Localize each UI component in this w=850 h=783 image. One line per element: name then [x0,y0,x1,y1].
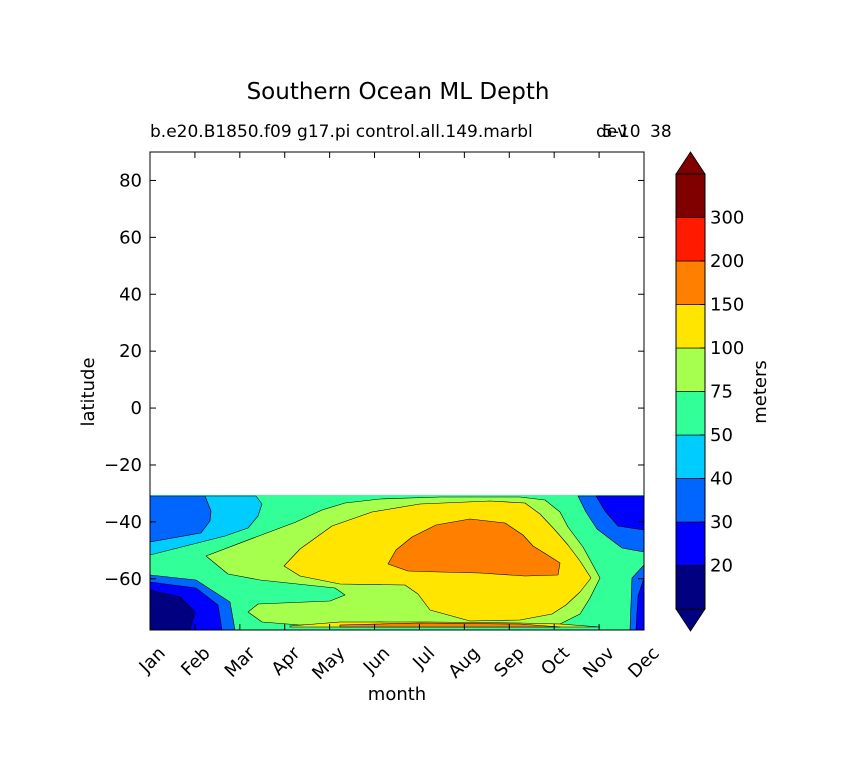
y-tick-label-0: 0 [131,398,142,419]
colorbar-tick-label-20: 20 [710,556,733,577]
y-tick-labels: 80 60 40 20 0 −20 −40 −60 [104,170,142,589]
colorbar-tick-label-150: 150 [710,295,744,316]
colorbar-tick-label-200: 200 [710,251,744,272]
colorbar-tick-label-50: 50 [710,425,733,446]
colorbar-swatch-4 [675,391,706,436]
y-tick-label--60: −60 [104,569,142,590]
x-tick-label-nov: Nov [579,643,619,683]
x-tick-labels: Jan Feb Mar Apr May Jun Jul Aug Sep Oct Nov Dec [135,642,664,684]
y-tick-label-40: 40 [119,284,142,305]
x-tick-label-dec: Dec [624,643,663,682]
x-tick-label-feb: Feb [177,643,214,680]
colorbar-swatch-1 [675,521,706,566]
contour-band-below-20 [150,589,196,630]
colorbar-swatch-6 [675,304,706,349]
y-tick-label-60: 60 [119,227,142,248]
colorbar-tick-label-300: 300 [710,208,744,229]
colorbar-swatch-0 [675,565,706,610]
x-tick-label-jan: Jan [135,643,170,678]
x-tick-label-aug: Aug [444,643,484,683]
colorbar-tick-label-40: 40 [710,469,733,490]
contour-band-20-30 [595,495,644,531]
axis-ticks [149,152,645,630]
x-tick-label-sep: Sep [490,643,529,682]
colorbar-swatch-3 [675,434,706,479]
contour-field [150,495,644,630]
colorbar-label: meters [750,360,771,424]
chart-title: Southern Ocean ML Depth [247,79,550,105]
plot-area [149,151,645,631]
chart-subtitle-left: b.e20.B1850.f09 g17.pi control.all.149.m… [150,122,533,142]
colorbar: 20 30 40 50 75 100 150 200 300 [675,151,744,632]
x-tick-label-apr: Apr [268,642,305,679]
colorbar-extend-max [675,151,706,175]
colorbar-swatch-8 [675,217,706,262]
colorbar-tick-label-75: 75 [710,382,733,403]
y-tick-label-20: 20 [119,341,142,362]
contour-band-150-200 [339,518,561,628]
chart-subtitle-right-c: 38 [650,122,672,142]
x-tick-label-oct: Oct [537,643,574,680]
x-tick-label-jun: Jun [359,643,394,678]
chart-subtitle-right-b: dev [596,122,627,142]
contour-band-20-30-bottom-right [635,577,644,630]
colorbar-swatch-2 [675,478,706,523]
colorbar-swatch-7 [675,260,706,305]
colorbar-swatch-9 [675,173,706,218]
colorbar-extend-min [675,608,706,632]
chart-subtitle-right-a: 5-10 [602,122,641,142]
x-tick-label-may: May [308,643,349,684]
x-axis-label: month [368,684,426,705]
colorbar-swatch-5 [675,347,706,392]
colorbar-tick-label-30: 30 [710,512,733,533]
y-tick-label--40: −40 [104,512,142,533]
y-tick-label--20: −20 [104,455,142,476]
colorbar-tick-label-100: 100 [710,338,744,359]
contour-band-40-50 [150,495,263,556]
y-axis-label: latitude [78,357,99,426]
y-tick-label-80: 80 [119,170,142,191]
x-tick-label-jul: Jul [408,643,439,674]
x-tick-label-mar: Mar [221,642,260,681]
